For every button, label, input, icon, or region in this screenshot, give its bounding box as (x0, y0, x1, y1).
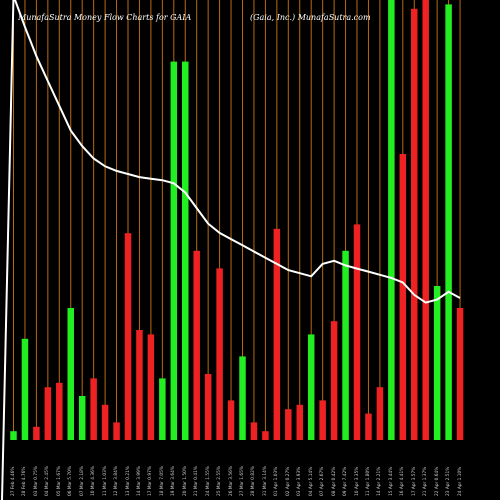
bar-red (204, 374, 212, 440)
bar-red (101, 404, 109, 440)
bar-green (239, 356, 246, 440)
bar-red (33, 426, 40, 440)
bar-green (433, 286, 441, 440)
bar-red (124, 233, 132, 440)
bar-red (250, 422, 258, 440)
bar-green (170, 61, 178, 440)
bar-red (193, 250, 200, 440)
bar-red (136, 330, 143, 440)
bars (10, 0, 464, 441)
bar-green (342, 250, 349, 440)
bar-red (422, 0, 429, 440)
bar-red (147, 334, 155, 440)
bar-red (456, 308, 464, 440)
bar-red (227, 400, 235, 440)
bar-red (319, 400, 326, 440)
chart-title: MunafaSutra Money Flow Charts for GAIA (18, 13, 192, 22)
bar-red (285, 409, 292, 440)
bar-red (330, 321, 338, 440)
bar-green (307, 334, 315, 440)
bar-green (10, 431, 17, 440)
bar-red (399, 154, 407, 440)
bar-red (376, 387, 384, 440)
bar-green (78, 396, 86, 440)
bar-green (182, 61, 189, 440)
bar-red (353, 224, 361, 440)
bar-red (365, 413, 372, 440)
bar-red (262, 431, 269, 440)
price-line (1, 0, 461, 500)
bar-green (159, 378, 166, 440)
bar-red (296, 404, 303, 440)
chart-source: (Gaia, Inc.) MunafaSutra.com (250, 13, 371, 22)
bar-red (44, 387, 52, 440)
bar-red (216, 268, 223, 440)
bar-green (21, 338, 29, 440)
bar-green (388, 0, 395, 440)
bar-red (56, 382, 63, 440)
bar-red (273, 228, 281, 440)
bar-red (90, 378, 97, 440)
bar-red (113, 422, 120, 440)
bar-green (67, 308, 74, 440)
bar-red (411, 8, 418, 441)
bar-green (445, 4, 452, 441)
